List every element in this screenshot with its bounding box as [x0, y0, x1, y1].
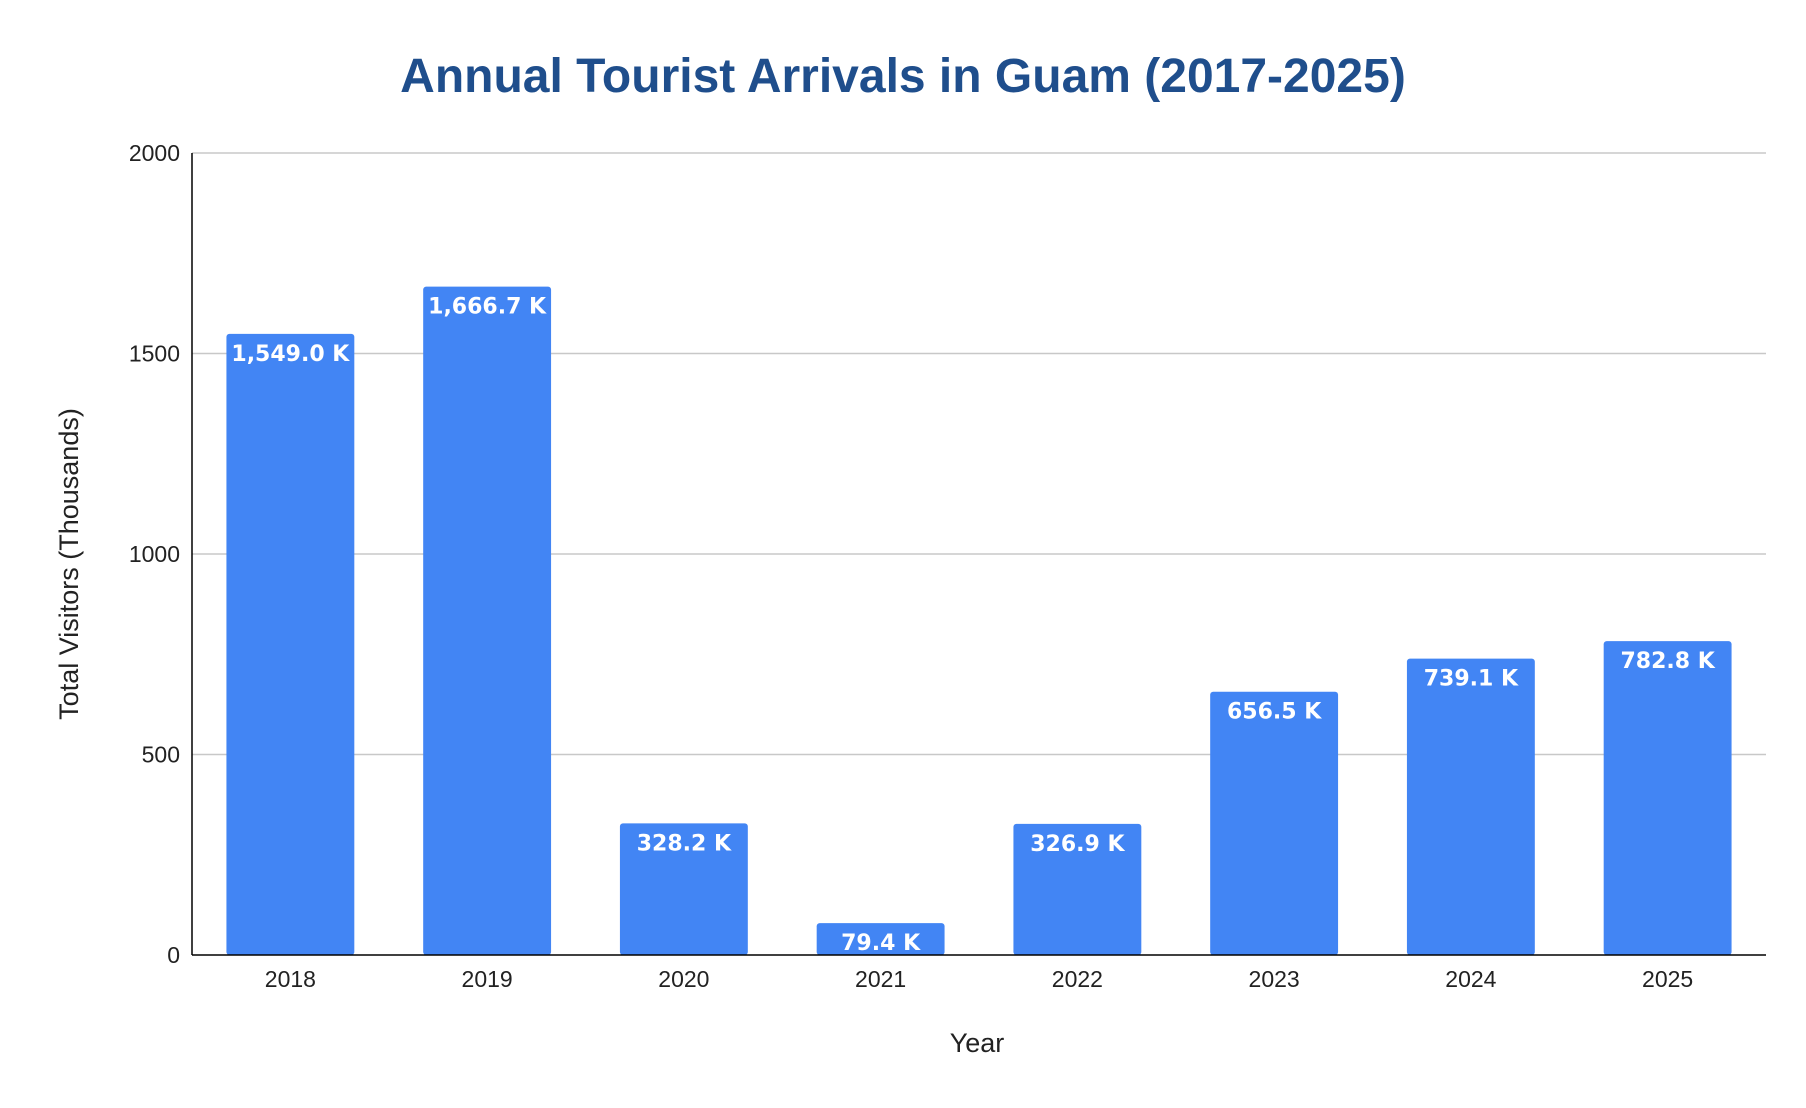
data-label-2018: 1,549.0 K [231, 342, 350, 367]
x-tick-label: 2018 [265, 966, 316, 992]
y-tick-label: 500 [142, 742, 180, 768]
x-tick-label: 2020 [658, 966, 709, 992]
y-axis-title: Total Visitors (Thousands) [54, 408, 84, 720]
data-label-2019: 1,666.7 K [428, 295, 547, 320]
data-label-2022: 326.9 K [1030, 832, 1125, 857]
x-tick-label: 2023 [1249, 966, 1300, 992]
y-tick-label: 1500 [129, 341, 180, 367]
y-tick-label: 0 [167, 942, 180, 968]
x-tick-label: 2019 [462, 966, 513, 992]
bar-2019 [423, 286, 552, 955]
bar-2022 [1013, 823, 1142, 955]
data-label-2020: 328.2 K [637, 831, 732, 856]
y-tick-label: 1000 [129, 541, 180, 567]
bar-2018 [226, 333, 355, 955]
x-tick-label: 2021 [855, 966, 906, 992]
bar-2021 [816, 923, 945, 955]
x-tick-label: 2022 [1052, 966, 1103, 992]
bars [226, 286, 1732, 955]
data-label-2025: 782.8 K [1620, 649, 1715, 674]
bar-2023 [1210, 691, 1339, 955]
data-labels: 1,549.0 K 1,666.7 K 328.2 K 79.4 K 326.9 K 65… [231, 295, 1715, 957]
x-tick-label: 2025 [1642, 966, 1693, 992]
bar-2024 [1406, 658, 1535, 955]
x-axis-title: Year [950, 1028, 1005, 1058]
data-label-2024: 739.1 K [1424, 667, 1519, 692]
x-tick-label: 2024 [1445, 966, 1496, 992]
data-label-2023: 656.5 K [1227, 700, 1322, 725]
bar-2020 [619, 823, 748, 955]
chart-title: Annual Tourist Arrivals in Guam (2017-20… [400, 50, 1406, 103]
bar-2025 [1603, 641, 1732, 955]
data-label-2021: 79.4 K [841, 931, 921, 956]
y-axis-ticks: 0 500 1000 1500 2000 [129, 140, 180, 968]
y-tick-label: 2000 [129, 140, 180, 166]
x-axis-ticks: 2018 2019 2020 2021 2022 2023 2024 2025 [265, 966, 1693, 992]
